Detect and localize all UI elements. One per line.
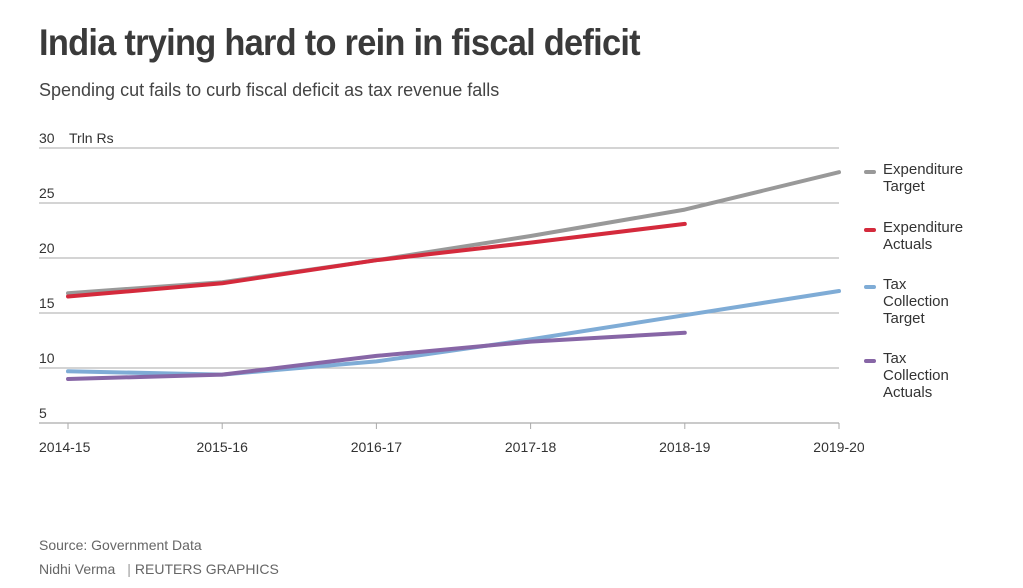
gridlines: [39, 147, 839, 369]
x-tick-label: 2017-18: [505, 439, 557, 455]
credit-line: Nidhi Verma | REUTERS GRAPHICS: [39, 561, 279, 577]
x-tick-label: 2014-15: [39, 439, 91, 455]
author-name: Nidhi Verma: [39, 561, 116, 577]
y-tick-label: 10: [39, 350, 55, 366]
legend-item-expenditure-target: Expenditure Target: [864, 161, 993, 195]
legend-item-expenditure-actuals: Expenditure Actuals: [864, 219, 993, 253]
y-axis-unit-label: Trln Rs: [69, 130, 114, 146]
legend-item-tax-collection-target: Tax Collection Target: [864, 276, 963, 327]
legend-swatch-tax-collection-target: [864, 285, 876, 289]
x-tick-label: 2019-20: [813, 439, 865, 455]
legend-label: Expenditure Target: [883, 161, 964, 195]
x-axis: 2014-15 2015-16 2016-17 2017-18 2018-19 2019-…: [39, 422, 865, 455]
legend-swatch-tax-collection-actuals: [864, 359, 876, 363]
legend-swatch-expenditure-target: [864, 170, 876, 174]
chart-subtitle: Spending cut fails to curb fiscal defici…: [39, 80, 500, 100]
series-line-expenditure-actuals: [66, 221, 687, 299]
series-line-tax-collection-target: [66, 289, 841, 377]
x-tick-label: 2016-17: [351, 439, 403, 455]
legend-label: Tax Collection Actuals: [883, 350, 949, 401]
x-tick-label: 2018-19: [659, 439, 711, 455]
chart-title: India trying hard to rein in fiscal defi…: [39, 22, 641, 63]
legend-label: Expenditure Actuals: [883, 219, 964, 253]
y-tick-label: 25: [39, 185, 55, 201]
legend-swatch-expenditure-actuals: [864, 228, 876, 232]
series-lines: [66, 170, 841, 381]
source-note: Source: Government Data: [39, 537, 202, 553]
y-axis-ticks: 5 10 15 20 25 30: [39, 130, 55, 421]
y-tick-label: 5: [39, 405, 47, 421]
credit-separator: |: [127, 561, 131, 577]
credit-label: REUTERS GRAPHICS: [134, 561, 279, 577]
y-tick-label: 15: [39, 295, 55, 311]
series-line-tax-collection-actuals: [66, 330, 687, 381]
y-tick-label: 30: [39, 130, 55, 146]
legend-item-tax-collection-actuals: Tax Collection Actuals: [864, 350, 963, 401]
legend-label: Tax Collection Target: [883, 276, 949, 327]
x-tick-label: 2015-16: [197, 439, 249, 455]
series-line-expenditure-target: [66, 170, 841, 296]
y-tick-label: 20: [39, 240, 55, 256]
